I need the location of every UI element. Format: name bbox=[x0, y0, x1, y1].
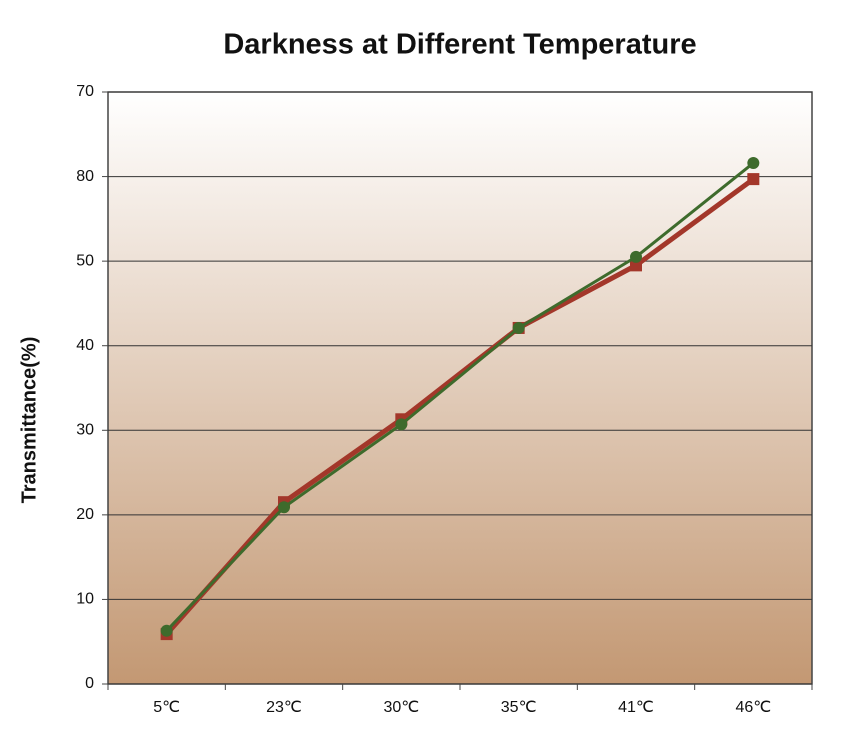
marker bbox=[512, 321, 525, 334]
chart-title: Darkness at Different Temperature bbox=[223, 29, 696, 61]
y-axis-label: Transmittance(%) bbox=[18, 337, 40, 504]
y-tick-label: 80 bbox=[76, 168, 94, 185]
marker bbox=[630, 250, 642, 263]
y-tick-label: 30 bbox=[76, 422, 94, 439]
marker bbox=[160, 624, 173, 637]
y-tick-label: 50 bbox=[76, 252, 94, 269]
plot-area bbox=[107, 91, 813, 685]
marker bbox=[747, 173, 760, 186]
series-line bbox=[165, 161, 755, 632]
x-tick-label: 46℃ bbox=[735, 699, 771, 716]
marker bbox=[747, 157, 760, 170]
x-tick-label: 30℃ bbox=[383, 699, 419, 716]
series-line bbox=[164, 177, 755, 636]
x-tick-label: 23℃ bbox=[266, 699, 302, 716]
y-tick-label: 40 bbox=[76, 337, 94, 354]
x-tick-label: 35℃ bbox=[501, 699, 537, 716]
marker bbox=[395, 418, 408, 431]
y-tick-label: 70 bbox=[76, 83, 94, 100]
x-tick-label: 41℃ bbox=[618, 699, 654, 716]
y-tick-label: 20 bbox=[76, 506, 94, 523]
marker bbox=[278, 501, 290, 514]
x-tick-label: 5℃ bbox=[153, 699, 180, 716]
y-tick-label: 0 bbox=[85, 675, 94, 692]
marker bbox=[630, 259, 642, 272]
y-tick-label: 10 bbox=[76, 591, 94, 608]
